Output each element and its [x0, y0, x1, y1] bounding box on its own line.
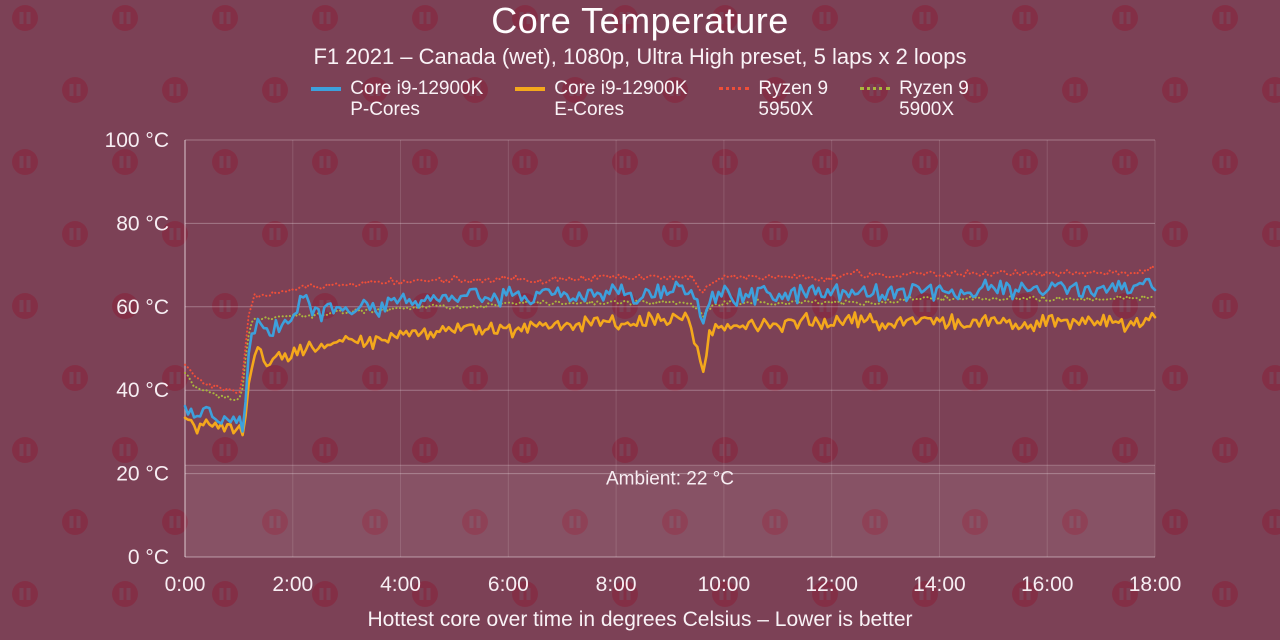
- series-line-core-i9-12900k-p-cores: [183, 277, 1157, 433]
- x-tick-label-6: 12:00: [805, 573, 858, 596]
- y-tick-label-20: 20 °C: [116, 463, 169, 486]
- legend-label: Core i9-12900K E-Cores: [554, 78, 687, 120]
- ambient-label: Ambient: 22 °C: [606, 468, 734, 489]
- x-axis-caption: Hottest core over time in degrees Celsiu…: [367, 608, 913, 631]
- x-tick-label-1: 2:00: [272, 573, 313, 596]
- x-tick-label-8: 16:00: [1021, 573, 1074, 596]
- legend-marker-solid-line: [515, 87, 546, 91]
- x-tick-label-0: 0:00: [165, 573, 206, 596]
- y-tick-label-40: 40 °C: [116, 379, 169, 402]
- ambient-band: [185, 465, 1155, 557]
- y-tick-label-60: 60 °C: [116, 296, 169, 319]
- legend-label-line1: Core i9-12900K: [554, 78, 688, 99]
- legend-item-ryzen-9-5950x: Ryzen 9 5950X: [719, 78, 828, 120]
- y-tick-label-0: 0 °C: [128, 546, 169, 569]
- legend-marker-dotted-line: [860, 87, 891, 90]
- legend-label-line2: E-Cores: [554, 99, 624, 120]
- legend-label-line1: Ryzen 9: [758, 78, 829, 99]
- series-line-ryzen-9-5950x: [184, 264, 1156, 394]
- series-line-ryzen-9-5900x: [184, 294, 1156, 402]
- legend-label: Core i9-12900K P-Cores: [350, 78, 483, 120]
- x-tick-label-3: 6:00: [488, 573, 529, 596]
- chart-title: Core Temperature: [491, 0, 789, 41]
- x-tick-label-5: 10:00: [698, 573, 751, 596]
- y-tick-label-100: 100 °C: [105, 129, 169, 152]
- legend-item-core-i9-12900k-e-cores: Core i9-12900K E-Cores: [515, 78, 687, 120]
- legend-item-core-i9-12900k-p-cores: Core i9-12900K P-Cores: [311, 78, 483, 120]
- y-tick-label-80: 80 °C: [116, 212, 169, 235]
- legend-marker-dotted-line: [719, 87, 750, 90]
- legend-label-line2: 5900X: [899, 99, 955, 120]
- legend-label-line2: 5950X: [758, 99, 814, 120]
- legend-marker-solid-line: [311, 87, 342, 91]
- x-tick-label-4: 8:00: [596, 573, 637, 596]
- legend-item-ryzen-9-5900x: Ryzen 9 5900X: [860, 78, 969, 120]
- series-line-core-i9-12900k-e-cores: [183, 311, 1157, 437]
- legend-label-line1: Ryzen 9: [899, 78, 969, 99]
- legend-label-line2: P-Cores: [350, 99, 420, 120]
- x-tick-label-2: 4:00: [380, 573, 421, 596]
- legend-label: Ryzen 9 5900X: [899, 78, 969, 120]
- legend-label: Ryzen 9 5950X: [758, 78, 828, 120]
- chart-subtitle: F1 2021 – Canada (wet), 1080p, Ultra Hig…: [313, 44, 967, 69]
- legend: Core i9-12900K P-Cores Core i9-12900K E-Cor…: [0, 78, 1280, 120]
- x-tick-label-9: 18:00: [1129, 573, 1182, 596]
- legend-label-line1: Core i9-12900K: [350, 78, 484, 99]
- x-tick-label-7: 14:00: [913, 573, 966, 596]
